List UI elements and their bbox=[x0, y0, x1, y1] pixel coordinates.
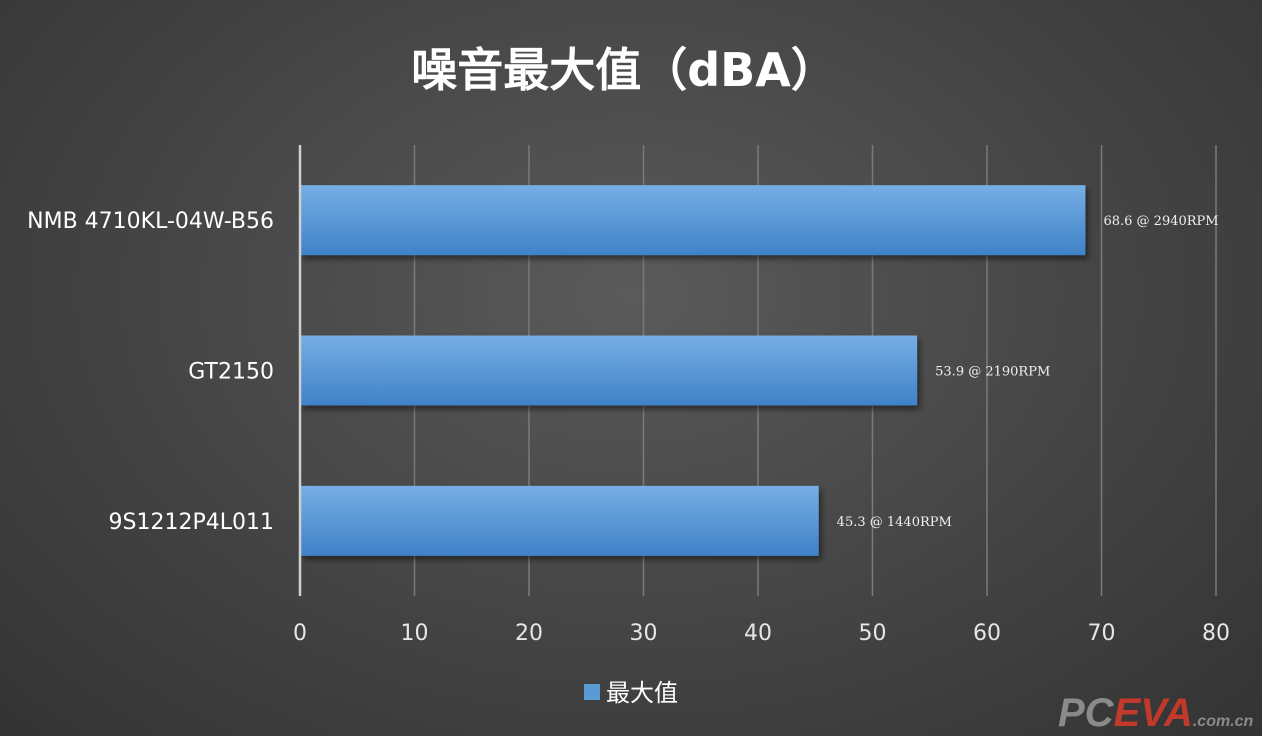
data-labels: 68.6 @ 2940RPM 53.9 @ 2190RPM 45.3 @ 1440R… bbox=[837, 214, 1219, 530]
legend-swatch bbox=[584, 684, 600, 700]
bar-3 bbox=[300, 485, 819, 556]
tick-label-0: 0 bbox=[293, 621, 307, 646]
watermark: PCEVA.com.cn bbox=[1058, 691, 1254, 735]
tick-label-10: 10 bbox=[401, 621, 429, 646]
tick-label-40: 40 bbox=[744, 621, 772, 646]
category-axis: NMB 4710KL-04W-B56 GT2150 9S1212P4L011 bbox=[27, 145, 302, 596]
legend: 最大值 bbox=[584, 679, 678, 707]
watermark-eva: EVA bbox=[1114, 691, 1193, 735]
watermark-pc: PC bbox=[1058, 691, 1115, 735]
bar-2 bbox=[300, 335, 918, 406]
bar-1 bbox=[300, 185, 1086, 256]
category-label-3: 9S1212P4L011 bbox=[109, 510, 274, 535]
tick-label-20: 20 bbox=[515, 621, 543, 646]
tick-label-60: 60 bbox=[973, 621, 1001, 646]
tick-label-70: 70 bbox=[1088, 621, 1116, 646]
bars bbox=[300, 185, 1086, 556]
data-label-1: 68.6 @ 2940RPM bbox=[1103, 214, 1218, 229]
chart-title: 噪音最大值（dBA） bbox=[411, 43, 837, 97]
category-label-1: NMB 4710KL-04W-B56 bbox=[27, 209, 274, 234]
tick-label-80: 80 bbox=[1202, 621, 1230, 646]
tick-label-30: 30 bbox=[630, 621, 658, 646]
data-label-3: 45.3 @ 1440RPM bbox=[837, 515, 952, 530]
watermark-domain: .com.cn bbox=[1193, 713, 1254, 730]
tick-label-50: 50 bbox=[859, 621, 887, 646]
legend-label: 最大值 bbox=[606, 679, 678, 707]
value-axis-ticks: 0 10 20 30 40 50 60 70 80 bbox=[293, 621, 1230, 646]
category-label-2: GT2150 bbox=[188, 360, 274, 385]
data-label-2: 53.9 @ 2190RPM bbox=[935, 365, 1050, 380]
